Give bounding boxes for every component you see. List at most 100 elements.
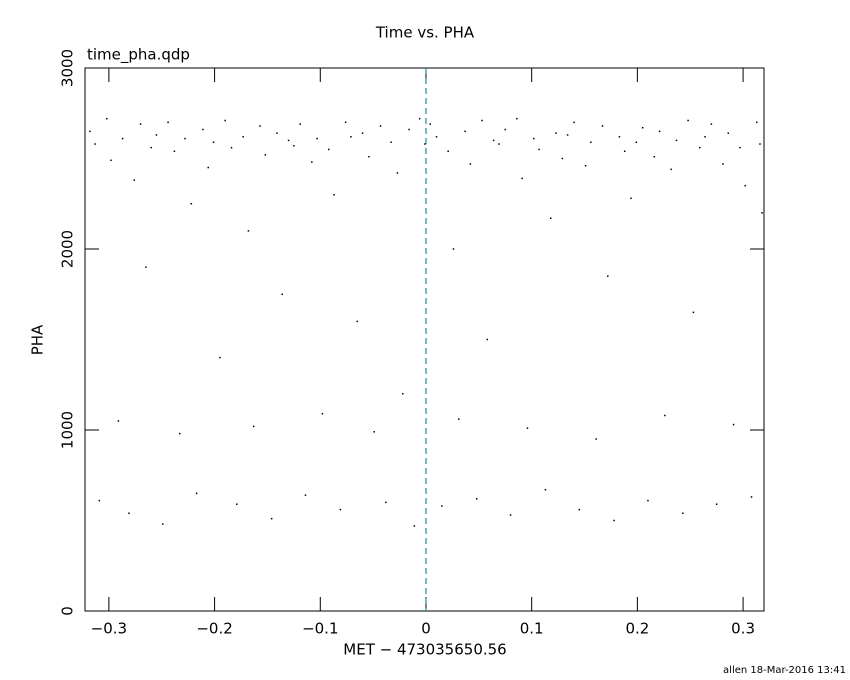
point [299, 123, 301, 125]
point [128, 512, 130, 515]
point [504, 128, 507, 131]
y-tick-label: 3000 [59, 49, 77, 87]
y-tick-label: 0 [59, 606, 77, 616]
point [578, 508, 580, 511]
footer: allen 18-Mar-2016 13:41 [723, 665, 846, 676]
point [469, 163, 472, 165]
point [521, 177, 523, 180]
point [190, 203, 193, 205]
point [664, 414, 666, 417]
point [207, 166, 209, 169]
point [368, 155, 370, 158]
point [658, 130, 661, 133]
y-axis-label: PHA [29, 324, 47, 355]
point [264, 154, 267, 156]
point [373, 431, 375, 433]
chart-title: Time vs. PHA [375, 24, 475, 42]
point [350, 136, 352, 138]
x-tick-label: 0.3 [731, 620, 755, 638]
point [150, 146, 152, 149]
point [390, 141, 392, 143]
point [744, 184, 746, 187]
point [385, 501, 387, 504]
y-tick-label: 1000 [59, 411, 77, 449]
point [236, 503, 238, 505]
point [641, 126, 644, 129]
point [133, 179, 136, 181]
point [89, 130, 91, 133]
point [613, 519, 615, 522]
point [722, 163, 724, 165]
point [230, 146, 233, 149]
point [316, 137, 318, 140]
x-axis-label: MET − 473035650.56 [343, 641, 506, 659]
y-tick-label: 2000 [59, 230, 77, 268]
point [396, 172, 399, 174]
point [379, 125, 382, 127]
x-tick-label: 0.2 [625, 620, 649, 638]
point [304, 494, 307, 496]
point [584, 164, 587, 167]
point [533, 137, 535, 140]
point [281, 293, 283, 295]
point [356, 320, 359, 323]
point [457, 418, 460, 420]
point [212, 141, 215, 143]
point [607, 275, 609, 277]
point [481, 119, 483, 122]
x-tick-label: 0.1 [520, 620, 544, 638]
point [287, 139, 290, 142]
point [259, 125, 261, 127]
point [464, 130, 466, 133]
point [293, 145, 295, 147]
point [195, 492, 198, 495]
point [590, 141, 592, 143]
point [145, 266, 147, 268]
point [492, 139, 495, 142]
point [682, 512, 684, 515]
point [408, 128, 410, 131]
point [327, 148, 330, 151]
point [618, 136, 621, 138]
point [509, 514, 512, 516]
point [516, 117, 518, 120]
point [121, 137, 124, 140]
x-tick-label: −0.2 [196, 620, 232, 638]
point [452, 248, 455, 250]
point [555, 132, 557, 134]
point [94, 143, 96, 145]
point [675, 139, 678, 142]
point [486, 338, 489, 341]
point [173, 150, 176, 153]
point [595, 438, 597, 440]
point [630, 197, 632, 200]
point [692, 311, 695, 314]
point [441, 505, 443, 507]
point [573, 121, 575, 124]
point [361, 132, 364, 134]
point [202, 128, 204, 131]
point [162, 523, 164, 525]
point [344, 121, 347, 124]
point [732, 423, 735, 426]
point [475, 498, 478, 500]
x-tick-label: 0 [421, 620, 431, 638]
point [715, 503, 718, 505]
point [566, 134, 569, 136]
point [498, 143, 500, 145]
point [333, 193, 335, 196]
point [167, 121, 169, 124]
point [224, 119, 226, 122]
point [339, 508, 342, 511]
point [761, 212, 763, 214]
point [739, 146, 741, 149]
point [252, 425, 255, 428]
point [635, 141, 638, 143]
point [321, 412, 324, 415]
point [110, 159, 112, 162]
point [184, 137, 186, 140]
point [704, 136, 706, 138]
point [544, 488, 547, 491]
point [117, 420, 120, 422]
